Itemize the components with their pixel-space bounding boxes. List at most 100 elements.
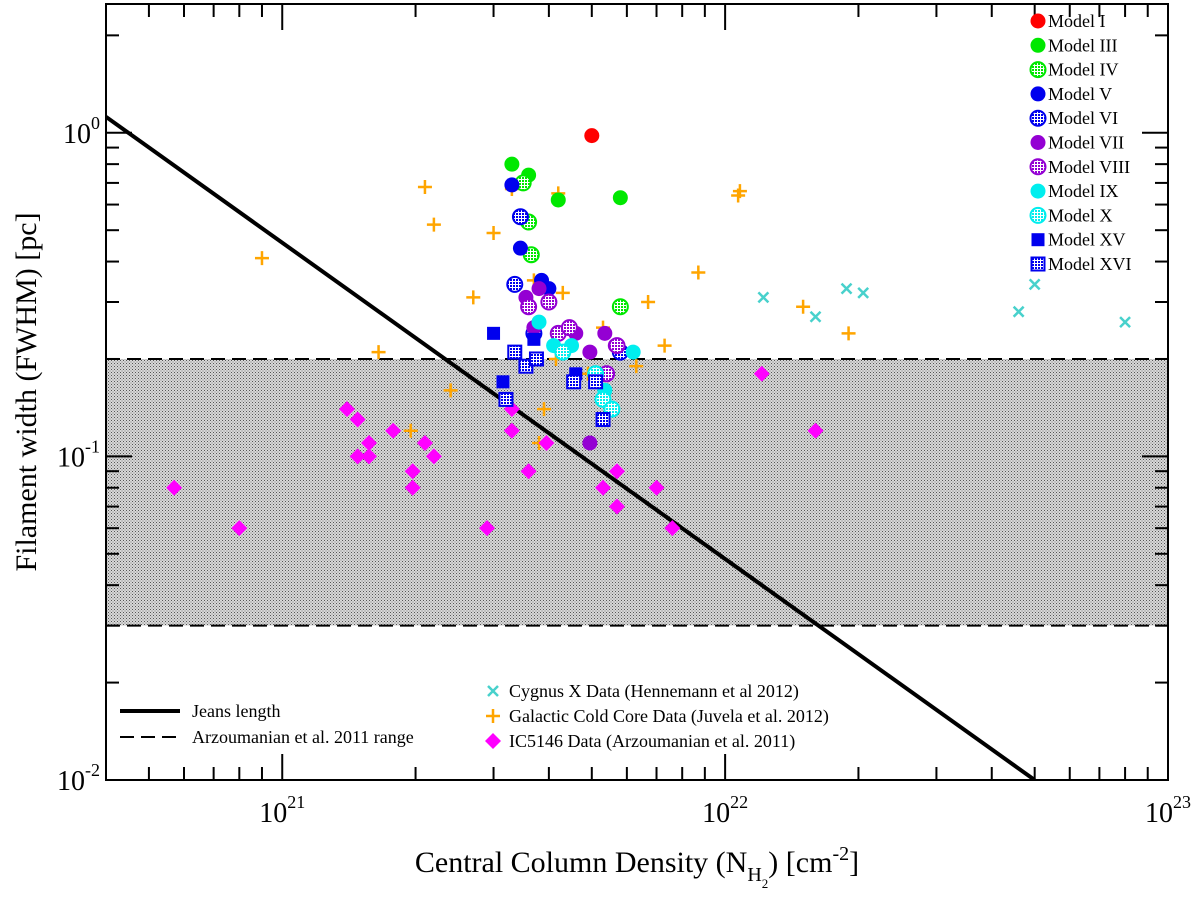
point-model-viii [560,319,578,337]
point-model-xvi [566,374,582,390]
legend-marker-model-iv [1029,61,1047,79]
point-ic5146-data-arzoumanian-et-al-2011 [338,401,355,418]
point-cygnus-x-data-hennemann-et-al-2012 [857,287,870,299]
legend-label-ic5146-data-arzoumanian-et-al-2011: IC5146 Data (Arzoumanian et al. 2011) [509,731,795,752]
point-galactic-cold-core-data-juvela-et-al-2012 [417,179,432,194]
arzoumanian-range-band [106,357,1168,627]
point-ic5146-data-arzoumanian-et-al-2011 [404,479,421,496]
point-galactic-cold-core-data-juvela-et-al-2012 [371,345,386,360]
point-galactic-cold-core-data-juvela-et-al-2012 [537,402,552,417]
point-ic5146-data-arzoumanian-et-al-2011 [479,520,496,537]
y-axis-label: Filament width (FWHM) [pc] [10,212,43,571]
legend-marker-model-vii [1030,135,1046,150]
legend-label-model-viii: Model VIII [1048,157,1130,177]
point-galactic-cold-core-data-juvela-et-al-2012 [796,299,811,314]
legend-label-model-xvi: Model XVI [1048,254,1132,274]
point-model-v [504,177,520,193]
point-model-viii [520,298,538,316]
x-tick-label: 1023 [1145,792,1191,829]
point-cygnus-x-data-hennemann-et-al-2012 [1028,278,1041,291]
point-ic5146-data-arzoumanian-et-al-2011 [425,448,442,465]
point-model-x [554,343,572,361]
legend-label-model-vi: Model VI [1048,108,1118,128]
point-model-vii [531,281,547,297]
point-galactic-cold-core-data-juvela-et-al-2012 [732,184,747,199]
axis-ticks [105,4,1168,781]
point-model-xvi [498,391,514,407]
point-model-xvi [528,351,544,367]
x-axis-label: Central Column Density (NH2) [cm-2] [415,843,859,891]
point-galactic-cold-core-data-juvela-et-al-2012 [691,265,706,280]
point-ic5146-data-arzoumanian-et-al-2011 [538,434,555,451]
point-ic5146-data-arzoumanian-et-al-2011 [520,463,537,480]
legend-line-label: Arzoumanian et al. 2011 range [192,727,414,747]
point-ic5146-data-arzoumanian-et-al-2011 [664,520,681,537]
legend-models: Model I Model III Model IV Model V Model VI M… [1029,11,1132,274]
point-model-xvi [588,374,604,390]
legend-marker-model-viii [1029,158,1047,176]
legend-marker-model-xv [1031,233,1045,247]
point-model-vi [506,275,524,293]
point-ic5146-data-arzoumanian-et-al-2011 [609,498,626,515]
legend-label-model-iii: Model III [1048,35,1117,55]
point-ic5146-data-arzoumanian-et-al-2011 [349,411,366,428]
point-galactic-cold-core-data-juvela-et-al-2012 [555,285,570,300]
point-model-vi [511,208,529,226]
legend-label-model-x: Model X [1048,205,1113,225]
y-tick-label: 100 [63,113,100,150]
point-model-i [584,128,600,144]
legend-marker-cygnus-x-data-hennemann-et-al-2012 [487,685,499,697]
point-ic5146-data-arzoumanian-et-al-2011 [807,422,824,439]
point-ic5146-data-arzoumanian-et-al-2011 [753,365,770,382]
point-ic5146-data-arzoumanian-et-al-2011 [385,422,402,439]
legend-marker-galactic-cold-core-data-juvela-et-al-2012 [486,709,500,723]
legend-lines: Jeans length Arzoumanian et al. 2011 rang… [120,701,414,747]
point-ic5146-data-arzoumanian-et-al-2011 [231,520,248,537]
legend-label-model-i: Model I [1048,11,1106,31]
legend-label-galactic-cold-core-data-juvela-et-al-2012: Galactic Cold Core Data (Juvela et al. 2… [509,706,829,727]
legend-label-model-ix: Model IX [1048,181,1119,201]
point-galactic-cold-core-data-juvela-et-al-2012 [629,359,644,374]
legend-line-label: Jeans length [192,701,280,721]
jeans-line-path [106,115,1036,780]
point-model-iii [550,192,566,208]
point-model-vii [582,344,598,360]
point-ic5146-data-arzoumanian-et-al-2011 [360,448,377,465]
point-cygnus-x-data-hennemann-et-al-2012 [809,310,822,323]
legend-label-model-iv: Model IV [1048,60,1119,80]
legend-label-model-v: Model V [1048,84,1112,104]
legend-data: Cygnus X Data (Hennemann et al 2012) Gala… [485,681,829,752]
jeans-length-line [106,115,1036,780]
point-galactic-cold-core-data-juvela-et-al-2012 [841,326,856,341]
point-model-vii [582,435,598,451]
legend-marker-model-v [1030,86,1046,102]
point-galactic-cold-core-data-juvela-et-al-2012 [641,294,656,309]
point-model-xvi [595,412,611,428]
tick-labels: 1021 1022 1023 10-2 10-1 100 [57,113,1191,829]
point-cygnus-x-data-hennemann-et-al-2012 [1119,316,1131,328]
legend-label-cygnus-x-data-hennemann-et-al-2012: Cygnus X Data (Hennemann et al 2012) [509,681,799,702]
x-tick-label: 1022 [702,792,748,829]
point-cygnus-x-data-hennemann-et-al-2012 [757,291,770,304]
point-model-ix [531,314,547,330]
legend-marker-model-ix [1030,183,1046,199]
point-ic5146-data-arzoumanian-et-al-2011 [503,422,520,439]
point-galactic-cold-core-data-juvela-et-al-2012 [466,290,481,305]
point-model-xvi [507,344,523,360]
point-galactic-cold-core-data-juvela-et-al-2012 [486,226,501,241]
legend-marker-model-iii [1030,37,1046,53]
y-tick-label: 10-2 [57,760,100,797]
point-ic5146-data-arzoumanian-et-al-2011 [404,463,421,480]
point-galactic-cold-core-data-juvela-et-al-2012 [443,383,458,398]
data-points [166,128,1131,537]
point-ic5146-data-arzoumanian-et-al-2011 [648,479,665,496]
legend-marker-model-i [1030,13,1046,29]
point-model-v [512,240,528,256]
point-galactic-cold-core-data-juvela-et-al-2012 [254,251,269,266]
legend-marker-ic5146-data-arzoumanian-et-al-2011 [485,733,501,749]
point-model-viii [540,293,558,311]
point-model-iii [612,190,628,206]
point-galactic-cold-core-data-juvela-et-al-2012 [657,338,672,353]
point-galactic-cold-core-data-juvela-et-al-2012 [426,217,441,232]
